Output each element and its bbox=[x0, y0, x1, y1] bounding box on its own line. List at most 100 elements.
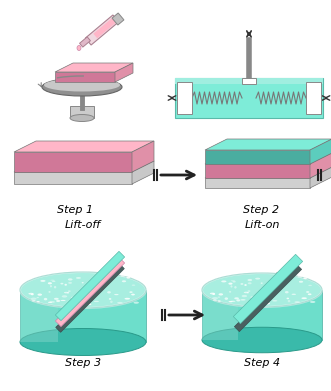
Ellipse shape bbox=[234, 286, 237, 289]
Ellipse shape bbox=[77, 45, 81, 50]
Polygon shape bbox=[112, 13, 124, 25]
Ellipse shape bbox=[221, 280, 226, 282]
Ellipse shape bbox=[117, 302, 123, 304]
Ellipse shape bbox=[103, 277, 108, 280]
Ellipse shape bbox=[202, 327, 322, 353]
Ellipse shape bbox=[60, 283, 64, 284]
Ellipse shape bbox=[224, 298, 228, 300]
Ellipse shape bbox=[82, 288, 87, 290]
Ellipse shape bbox=[56, 300, 60, 302]
Ellipse shape bbox=[64, 292, 69, 293]
Ellipse shape bbox=[212, 297, 218, 300]
Ellipse shape bbox=[78, 292, 83, 294]
Ellipse shape bbox=[54, 298, 59, 300]
Ellipse shape bbox=[101, 285, 103, 287]
Ellipse shape bbox=[129, 291, 133, 293]
Ellipse shape bbox=[44, 79, 120, 91]
Ellipse shape bbox=[265, 303, 270, 305]
Polygon shape bbox=[306, 82, 321, 114]
Ellipse shape bbox=[218, 296, 220, 298]
Ellipse shape bbox=[299, 281, 303, 283]
Polygon shape bbox=[14, 152, 132, 172]
Ellipse shape bbox=[37, 301, 40, 302]
Ellipse shape bbox=[260, 282, 263, 284]
Ellipse shape bbox=[54, 286, 56, 289]
Polygon shape bbox=[20, 290, 146, 342]
Ellipse shape bbox=[71, 296, 76, 299]
Ellipse shape bbox=[230, 285, 232, 287]
Ellipse shape bbox=[202, 273, 322, 307]
Ellipse shape bbox=[109, 298, 111, 300]
Polygon shape bbox=[177, 82, 192, 114]
Ellipse shape bbox=[68, 291, 71, 292]
Ellipse shape bbox=[33, 276, 35, 277]
Text: Step 4: Step 4 bbox=[244, 358, 280, 368]
Polygon shape bbox=[175, 78, 323, 118]
Ellipse shape bbox=[44, 298, 47, 300]
Ellipse shape bbox=[65, 284, 67, 286]
Polygon shape bbox=[20, 290, 58, 342]
Polygon shape bbox=[205, 153, 331, 164]
Ellipse shape bbox=[256, 293, 261, 294]
Polygon shape bbox=[55, 72, 115, 82]
Ellipse shape bbox=[50, 301, 55, 303]
Ellipse shape bbox=[92, 293, 97, 294]
Text: Step 2: Step 2 bbox=[243, 205, 279, 215]
Ellipse shape bbox=[275, 291, 278, 293]
Ellipse shape bbox=[107, 291, 111, 294]
Polygon shape bbox=[310, 139, 331, 164]
Ellipse shape bbox=[108, 276, 112, 277]
Ellipse shape bbox=[31, 300, 35, 302]
Ellipse shape bbox=[28, 293, 33, 294]
Ellipse shape bbox=[82, 282, 84, 283]
Ellipse shape bbox=[86, 303, 91, 305]
Ellipse shape bbox=[94, 301, 99, 302]
Ellipse shape bbox=[248, 282, 252, 284]
Ellipse shape bbox=[74, 88, 90, 93]
Ellipse shape bbox=[110, 301, 113, 303]
Ellipse shape bbox=[231, 280, 235, 281]
Ellipse shape bbox=[76, 277, 81, 279]
Ellipse shape bbox=[230, 301, 235, 302]
Ellipse shape bbox=[96, 291, 100, 293]
Ellipse shape bbox=[308, 285, 312, 286]
Ellipse shape bbox=[294, 301, 300, 303]
Ellipse shape bbox=[124, 298, 130, 300]
Ellipse shape bbox=[31, 298, 37, 300]
Polygon shape bbox=[93, 16, 118, 38]
Ellipse shape bbox=[62, 295, 67, 298]
Polygon shape bbox=[132, 141, 154, 172]
Polygon shape bbox=[310, 167, 331, 188]
Ellipse shape bbox=[277, 283, 282, 285]
Ellipse shape bbox=[248, 291, 250, 292]
Polygon shape bbox=[205, 178, 310, 188]
Ellipse shape bbox=[310, 301, 315, 303]
Ellipse shape bbox=[75, 303, 79, 305]
Polygon shape bbox=[55, 63, 133, 72]
Ellipse shape bbox=[278, 276, 282, 278]
Ellipse shape bbox=[250, 296, 256, 298]
Ellipse shape bbox=[114, 294, 118, 295]
Ellipse shape bbox=[232, 281, 236, 282]
Ellipse shape bbox=[292, 294, 296, 295]
Ellipse shape bbox=[37, 294, 42, 296]
Polygon shape bbox=[14, 172, 132, 184]
Polygon shape bbox=[14, 141, 154, 152]
Ellipse shape bbox=[52, 281, 55, 282]
Polygon shape bbox=[14, 161, 154, 172]
Ellipse shape bbox=[288, 300, 290, 302]
Ellipse shape bbox=[50, 280, 55, 281]
Polygon shape bbox=[175, 78, 323, 84]
Text: Step 3: Step 3 bbox=[65, 358, 101, 368]
Ellipse shape bbox=[248, 279, 252, 281]
Ellipse shape bbox=[240, 283, 243, 285]
Polygon shape bbox=[55, 251, 125, 321]
Ellipse shape bbox=[244, 292, 249, 293]
Ellipse shape bbox=[308, 293, 311, 295]
Ellipse shape bbox=[254, 302, 259, 304]
Polygon shape bbox=[115, 63, 133, 82]
Ellipse shape bbox=[240, 299, 246, 300]
Ellipse shape bbox=[133, 301, 139, 304]
Ellipse shape bbox=[48, 302, 52, 303]
Text: Lift-on: Lift-on bbox=[244, 220, 280, 230]
